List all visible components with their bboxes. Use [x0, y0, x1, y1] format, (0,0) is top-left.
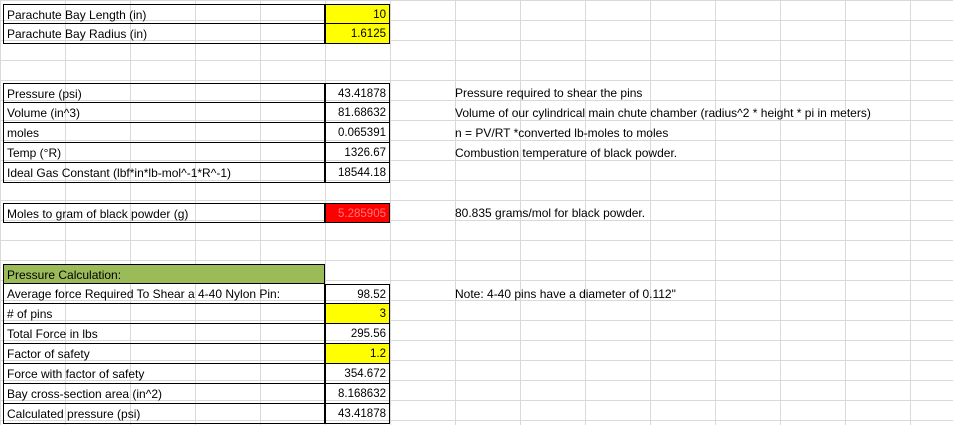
temp-value[interactable]: 1326.67: [325, 143, 390, 163]
bay-length-value[interactable]: 10: [325, 4, 390, 24]
note-grams[interactable]: 80.835 grams/mol for black powder.: [455, 206, 646, 220]
calc-row-value[interactable]: 3: [325, 304, 390, 324]
gas-constant-label[interactable]: Ideal Gas Constant (lbf*in*lb-mol^-1*R^-…: [3, 163, 325, 183]
calc-row-label[interactable]: Force with factor of safety: [3, 364, 325, 384]
calc-row-label[interactable]: Total Force in lbs: [3, 324, 325, 344]
note-temp[interactable]: Combustion temperature of black powder.: [455, 146, 678, 160]
bay-radius-label[interactable]: Parachute Bay Radius (in): [3, 24, 325, 44]
volume-value[interactable]: 81.68632: [325, 103, 390, 123]
calc-row-label[interactable]: Calculated pressure (psi): [3, 404, 325, 424]
bay-length-label[interactable]: Parachute Bay Length (in): [3, 4, 325, 24]
calc-row-label[interactable]: Bay cross-section area (in^2): [3, 384, 325, 404]
note-pins[interactable]: Note: 4-40 pins have a diameter of 0.112…: [455, 287, 676, 301]
temp-label[interactable]: Temp (°R): [3, 143, 325, 163]
grams-label[interactable]: Moles to gram of black powder (g): [3, 203, 325, 223]
moles-label[interactable]: moles: [3, 123, 325, 143]
gas-constant-value[interactable]: 18544.18: [325, 163, 390, 183]
grams-value[interactable]: 5.285905: [325, 203, 390, 223]
calc-row-value[interactable]: 1.2: [325, 344, 390, 364]
calc-row-value[interactable]: 354.672: [325, 364, 390, 384]
note-volume[interactable]: Volume of our cylindrical main chute cha…: [455, 106, 871, 120]
pressure-value[interactable]: 43.41878: [325, 83, 390, 103]
pressure-label[interactable]: Pressure (psi): [3, 83, 325, 103]
calc-row-value[interactable]: 295.56: [325, 324, 390, 344]
calc-row-label[interactable]: # of pins: [3, 304, 325, 324]
pressure-calc-header[interactable]: Pressure Calculation:: [3, 264, 325, 284]
moles-value[interactable]: 0.065391: [325, 123, 390, 143]
note-pressure[interactable]: Pressure required to shear the pins: [455, 86, 643, 100]
calc-row-label[interactable]: Average force Required To Shear a 4-40 N…: [3, 284, 325, 304]
calc-row-value[interactable]: 43.41878: [325, 404, 390, 424]
calc-row-value[interactable]: 98.52: [325, 284, 390, 304]
bay-radius-value[interactable]: 1.6125: [325, 24, 390, 44]
calc-row-value[interactable]: 8.168632: [325, 384, 390, 404]
volume-label[interactable]: Volume (in^3): [3, 103, 325, 123]
calc-row-label[interactable]: Factor of safety: [3, 344, 325, 364]
note-moles[interactable]: n = PV/RT *converted lb-moles to moles: [455, 126, 669, 140]
